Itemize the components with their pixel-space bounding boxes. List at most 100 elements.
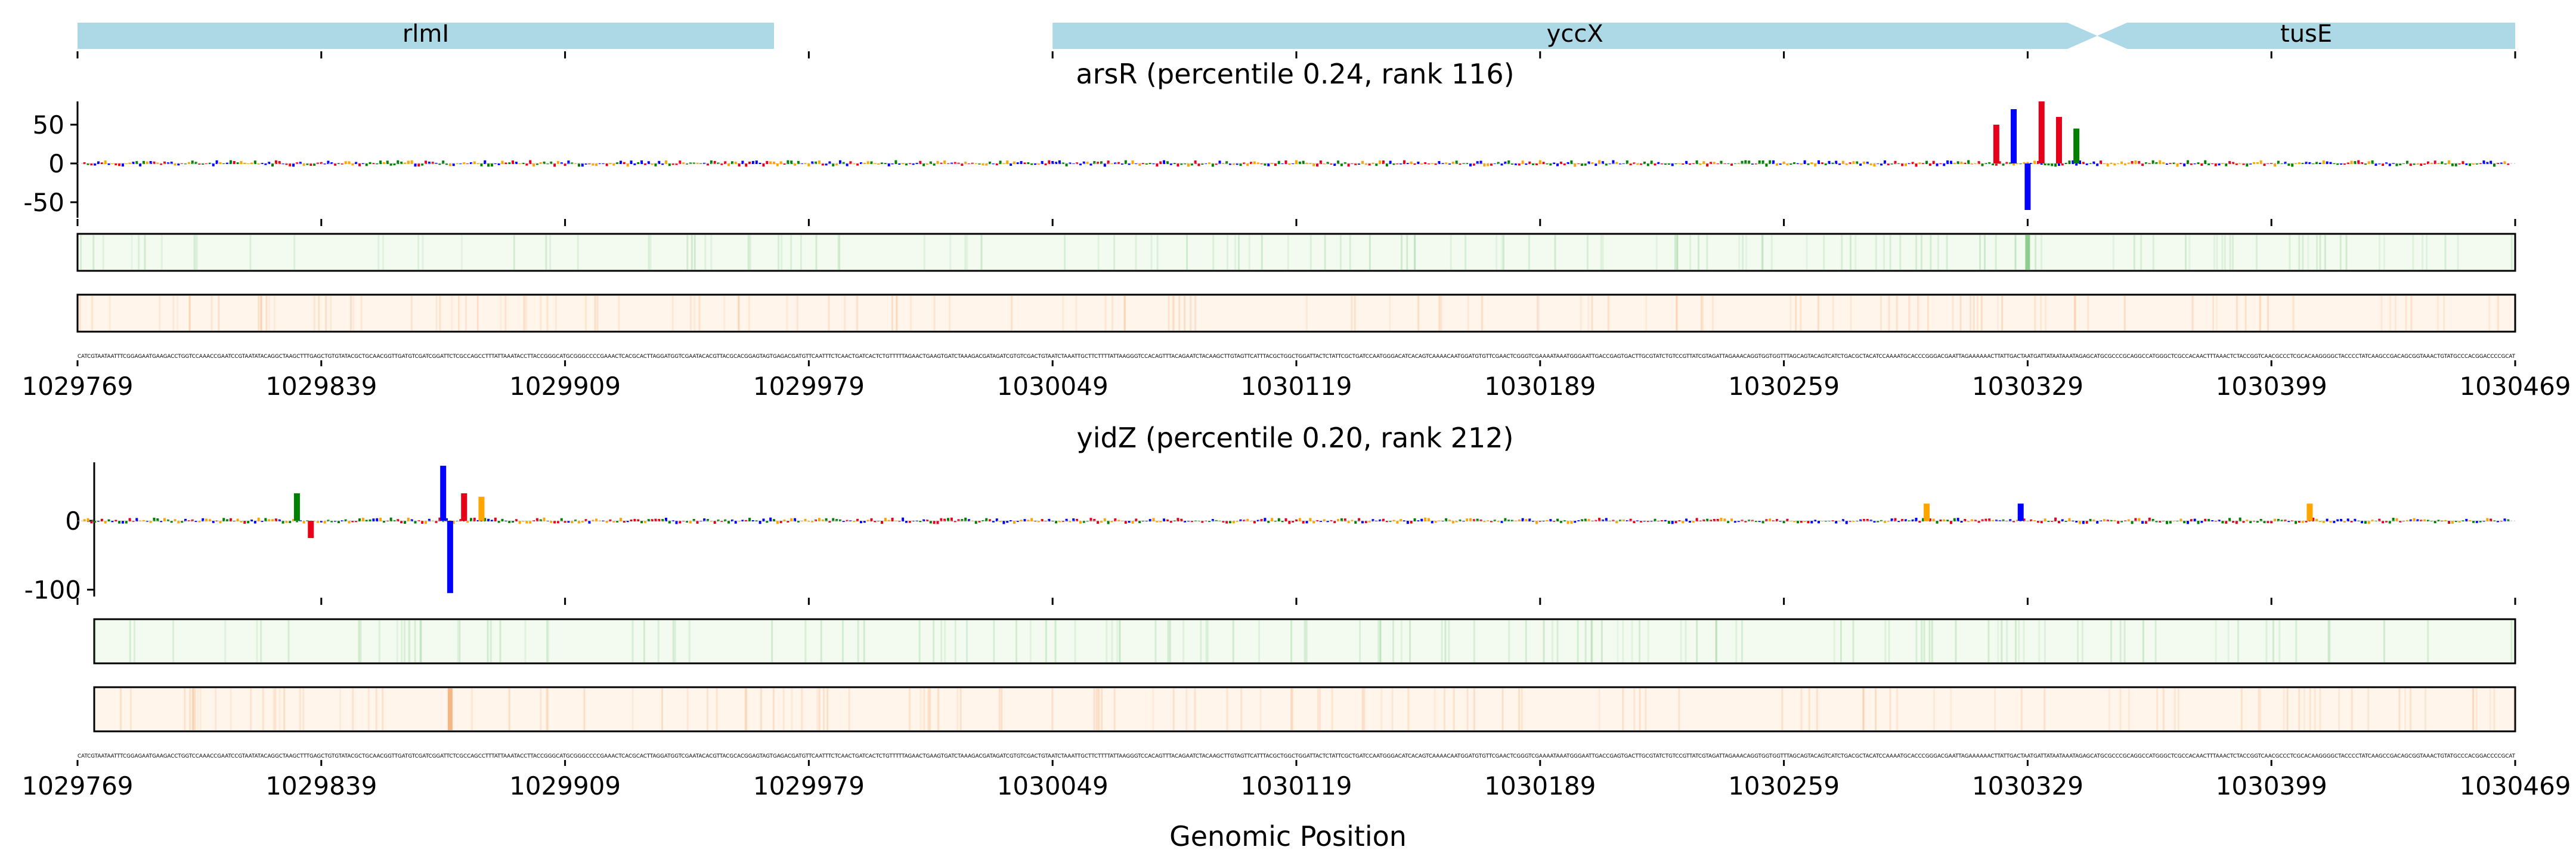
logo-peak xyxy=(2055,117,2062,163)
logo-letter xyxy=(1030,518,1033,522)
logo-letter xyxy=(281,163,284,165)
strip-stripe xyxy=(686,688,689,730)
strip-stripe xyxy=(525,296,527,330)
logo-letter xyxy=(2336,519,2339,522)
strip-stripe xyxy=(823,688,825,730)
logo-letter xyxy=(1758,521,1761,523)
logo-letter xyxy=(2068,518,2071,522)
strip-stripe xyxy=(949,235,952,270)
logo-letter xyxy=(1148,519,1151,522)
logo-letter xyxy=(905,163,908,166)
strip-stripe xyxy=(1915,620,1918,662)
logo-letter xyxy=(1699,163,1702,165)
logo-letter xyxy=(1173,163,1176,164)
logo-letter xyxy=(431,162,434,164)
strip-stripe xyxy=(1676,296,1678,330)
logo-letter xyxy=(111,521,114,523)
logo-letter xyxy=(1936,163,1939,166)
strip-stripe xyxy=(1888,620,1890,662)
strip-stripe xyxy=(1240,688,1243,730)
logo-letter xyxy=(790,160,793,164)
logo-letter xyxy=(919,160,922,164)
logo-letter xyxy=(1431,163,1433,164)
logo-letter xyxy=(1761,160,1764,164)
logo-letter xyxy=(1786,163,1789,166)
logo-letter xyxy=(2120,161,2123,164)
strip-stripe xyxy=(1789,296,1792,330)
logo-letter xyxy=(1403,160,1406,164)
strip-stripe xyxy=(1407,688,1410,730)
logo-letter xyxy=(1256,162,1259,164)
strip-stripe xyxy=(1501,235,1503,270)
strip-stripe xyxy=(188,296,191,330)
logo-letter xyxy=(1476,161,1479,164)
logo-letter xyxy=(1615,162,1618,164)
strip-stripe xyxy=(1745,235,1748,270)
logo-letter xyxy=(1006,521,1009,523)
logo-letter xyxy=(1298,518,1301,522)
logo-letter xyxy=(860,521,862,524)
logo-letter xyxy=(2002,163,2005,166)
logo-letter xyxy=(1069,521,1072,523)
strip-stripe xyxy=(2044,688,2046,730)
strip-stripe xyxy=(577,235,579,270)
logo-letter xyxy=(1831,520,1834,522)
logo-letter xyxy=(1507,160,1510,164)
logo-letter xyxy=(1208,521,1210,523)
logo-letter xyxy=(974,521,977,524)
logo-letter xyxy=(1657,162,1660,164)
logo-letter xyxy=(2298,521,2301,523)
strip-stripe xyxy=(918,620,921,662)
strip-stripe xyxy=(555,296,557,330)
strip-stripe xyxy=(188,296,191,330)
logo-letter xyxy=(1277,160,1280,164)
logo-letter xyxy=(1754,163,1757,165)
strip-stripe xyxy=(927,688,930,730)
logo-letter xyxy=(1176,163,1179,167)
logo-letter xyxy=(1107,160,1110,164)
logo-letter xyxy=(2253,162,2255,164)
logo-letter xyxy=(2430,162,2433,164)
logo-letter xyxy=(968,519,971,522)
logo-letter xyxy=(2051,163,2054,166)
strip-stripe xyxy=(1528,235,1530,270)
logo-letter xyxy=(2361,521,2364,524)
logo-letter xyxy=(1619,163,1622,165)
logo-letter xyxy=(2238,163,2241,165)
strip-stripe xyxy=(273,296,275,330)
logo-letter xyxy=(1138,163,1141,166)
logo-letter xyxy=(2162,162,2165,164)
logo-letter xyxy=(964,517,967,522)
strip-stripe xyxy=(193,235,196,270)
logo-letter xyxy=(2187,521,2190,524)
logo-letter xyxy=(2458,163,2461,165)
logo-letter xyxy=(2131,521,2134,524)
strip-stripe xyxy=(1111,296,1114,330)
strip-stripe xyxy=(1473,620,1475,662)
strip-stripe xyxy=(2215,620,2217,662)
logo-letter xyxy=(1284,160,1287,164)
logo-letter xyxy=(797,160,800,164)
logo-letter xyxy=(1992,163,1994,165)
logo-letter xyxy=(794,163,797,166)
logo-letter xyxy=(2123,163,2126,165)
logo-letter xyxy=(1859,163,1862,166)
logo-letter xyxy=(1953,162,1956,164)
logo-letter xyxy=(790,518,793,522)
strip-stripe xyxy=(313,296,315,330)
logo-letter xyxy=(1769,160,1772,164)
strip-stripe xyxy=(160,235,163,270)
logo-letter xyxy=(748,518,751,522)
strip-stripe xyxy=(349,296,352,330)
logo-letter xyxy=(640,160,643,164)
strip-stripe xyxy=(382,235,385,270)
logo-letter xyxy=(212,163,215,166)
logo-letter xyxy=(727,521,730,524)
logo-letter xyxy=(902,163,905,164)
logo-letter xyxy=(668,163,671,166)
logo-letter xyxy=(616,162,619,164)
logo-letter xyxy=(825,518,828,522)
strip-stripe xyxy=(1062,296,1064,330)
logo-letter xyxy=(1577,163,1580,164)
logo-letter xyxy=(438,163,441,165)
